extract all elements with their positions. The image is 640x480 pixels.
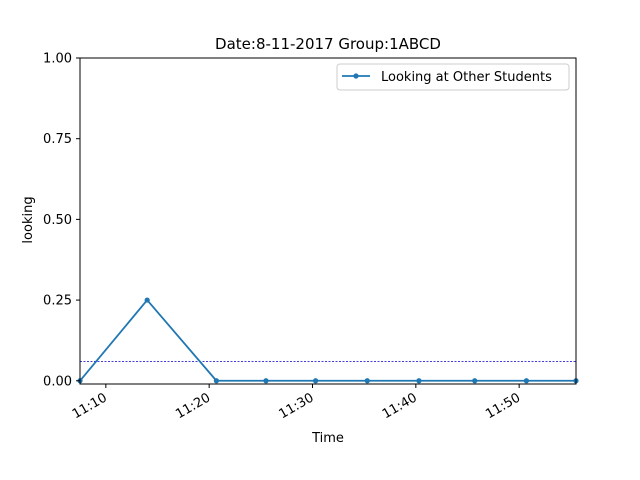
legend-label: Looking at Other Students [381, 70, 552, 85]
y-tick-label: 0.25 [43, 294, 72, 309]
data-point [523, 378, 530, 384]
y-axis: 0.00 0.25 0.50 0.75 1.00 [43, 52, 80, 389]
legend-box [336, 63, 570, 91]
plot-area [77, 297, 579, 384]
legend-marker-dot [353, 73, 359, 79]
data-point [313, 378, 319, 384]
data-point [263, 378, 269, 384]
data-point [364, 378, 370, 384]
chart-title: Date:8-11-2017 Group:1ABCD [215, 35, 441, 53]
y-tick-label: 0.75 [43, 132, 72, 147]
y-tick-label: 0.00 [43, 374, 72, 389]
y-tick-label: 1.00 [43, 52, 72, 67]
data-point [472, 378, 478, 384]
data-point [144, 297, 150, 303]
y-axis-label: looking [21, 196, 36, 243]
legend: Looking at Other Students [336, 63, 570, 91]
series-line [79, 299, 576, 382]
axes-frame [79, 57, 577, 385]
data-point [416, 378, 422, 384]
x-axis-label: Time [311, 431, 344, 446]
y-tick-label: 0.50 [43, 213, 72, 228]
data-point [213, 378, 219, 384]
